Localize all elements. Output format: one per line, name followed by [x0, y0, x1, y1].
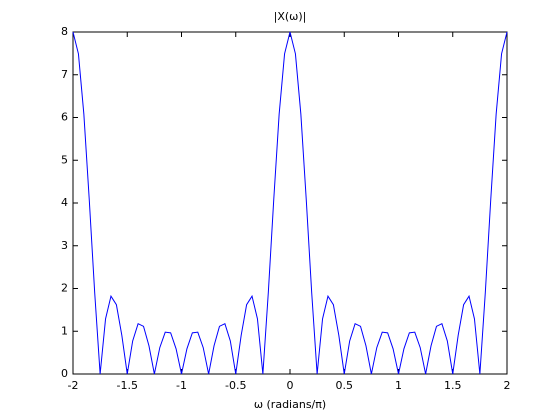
x-tick-label: 1 — [395, 379, 402, 392]
y-tick-label: 5 — [61, 153, 68, 166]
y-tick-label: 1 — [61, 324, 68, 337]
y-tick-label: 6 — [61, 111, 68, 124]
plot-box — [72, 31, 508, 375]
y-tick-label: 4 — [61, 196, 68, 209]
x-tick-label: 1.5 — [444, 379, 462, 392]
x-tick-label: -0.5 — [225, 379, 246, 392]
x-tick-label: 0 — [287, 379, 294, 392]
y-tick-label: 2 — [61, 282, 68, 295]
x-axis-label: ω (radians/π) — [254, 398, 326, 411]
x-tick-label: -1.5 — [117, 379, 138, 392]
y-tick-label: 8 — [61, 25, 68, 38]
line-series — [72, 31, 508, 375]
chart-title: |X(ω)| — [274, 10, 307, 23]
y-tick-label: 0 — [61, 367, 68, 380]
y-tick-label: 7 — [61, 68, 68, 81]
x-tick-label: -2 — [68, 379, 79, 392]
x-tick-label: 2 — [504, 379, 511, 392]
x-tick-label: 0.5 — [336, 379, 354, 392]
y-tick-label: 3 — [61, 239, 68, 252]
x-tick-label: -1 — [176, 379, 187, 392]
